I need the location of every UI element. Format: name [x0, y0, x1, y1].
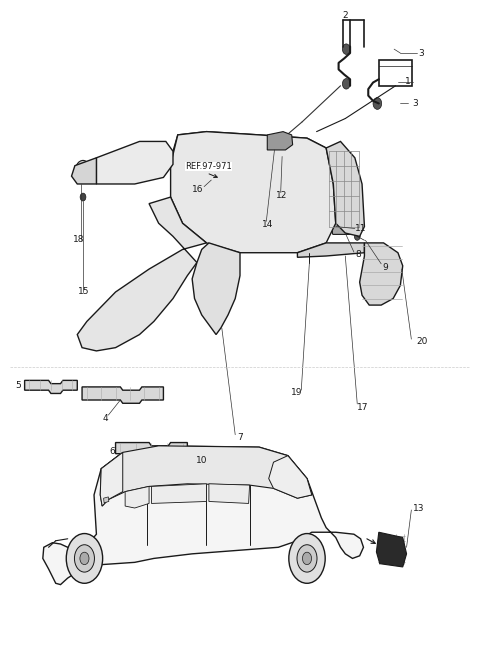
- Circle shape: [80, 193, 86, 201]
- Text: 18: 18: [72, 235, 84, 244]
- Circle shape: [373, 98, 382, 110]
- Polygon shape: [72, 158, 96, 184]
- Polygon shape: [116, 443, 187, 457]
- Polygon shape: [82, 387, 163, 403]
- Text: 3: 3: [418, 49, 424, 58]
- Polygon shape: [360, 243, 403, 305]
- Circle shape: [275, 133, 292, 157]
- Text: 7: 7: [238, 434, 243, 443]
- Text: 17: 17: [357, 403, 369, 413]
- Polygon shape: [125, 486, 149, 508]
- Circle shape: [278, 138, 288, 152]
- Circle shape: [289, 533, 325, 583]
- Text: 9: 9: [383, 263, 388, 272]
- Polygon shape: [104, 497, 109, 502]
- Text: 19: 19: [291, 388, 303, 397]
- Text: 3: 3: [412, 99, 418, 108]
- Circle shape: [342, 44, 350, 54]
- Polygon shape: [170, 132, 336, 253]
- Polygon shape: [267, 132, 293, 150]
- Text: 4: 4: [102, 414, 108, 423]
- Circle shape: [297, 544, 317, 572]
- Polygon shape: [152, 483, 206, 503]
- Circle shape: [354, 232, 360, 240]
- Text: 5: 5: [15, 381, 21, 390]
- FancyBboxPatch shape: [332, 218, 351, 234]
- Circle shape: [74, 544, 95, 572]
- Polygon shape: [100, 453, 123, 506]
- Circle shape: [80, 552, 89, 565]
- Text: 2: 2: [343, 10, 348, 20]
- Polygon shape: [96, 142, 173, 184]
- Text: 13: 13: [413, 504, 425, 512]
- Polygon shape: [77, 197, 206, 351]
- Text: 11: 11: [355, 224, 366, 233]
- Polygon shape: [209, 483, 250, 503]
- Polygon shape: [100, 446, 312, 506]
- Circle shape: [302, 552, 312, 565]
- Polygon shape: [24, 380, 77, 394]
- Text: 8: 8: [356, 250, 361, 259]
- Circle shape: [306, 243, 313, 253]
- Circle shape: [325, 211, 332, 220]
- Circle shape: [66, 533, 103, 583]
- Text: 6: 6: [110, 447, 116, 455]
- Circle shape: [210, 171, 220, 184]
- Polygon shape: [43, 446, 363, 584]
- Circle shape: [75, 161, 91, 181]
- Text: REF.97-971: REF.97-971: [185, 162, 232, 171]
- Polygon shape: [192, 243, 240, 335]
- Text: 16: 16: [192, 185, 204, 194]
- Text: 1: 1: [405, 77, 411, 87]
- Text: 14: 14: [262, 220, 273, 229]
- Circle shape: [342, 79, 350, 89]
- Polygon shape: [326, 142, 364, 236]
- Circle shape: [186, 455, 193, 464]
- Text: 12: 12: [276, 192, 287, 200]
- Polygon shape: [298, 243, 364, 257]
- Text: 20: 20: [416, 337, 428, 346]
- Circle shape: [212, 173, 218, 181]
- Text: 15: 15: [78, 287, 90, 297]
- Polygon shape: [376, 532, 407, 567]
- Text: 10: 10: [196, 456, 207, 464]
- Polygon shape: [173, 132, 326, 168]
- Polygon shape: [269, 456, 312, 498]
